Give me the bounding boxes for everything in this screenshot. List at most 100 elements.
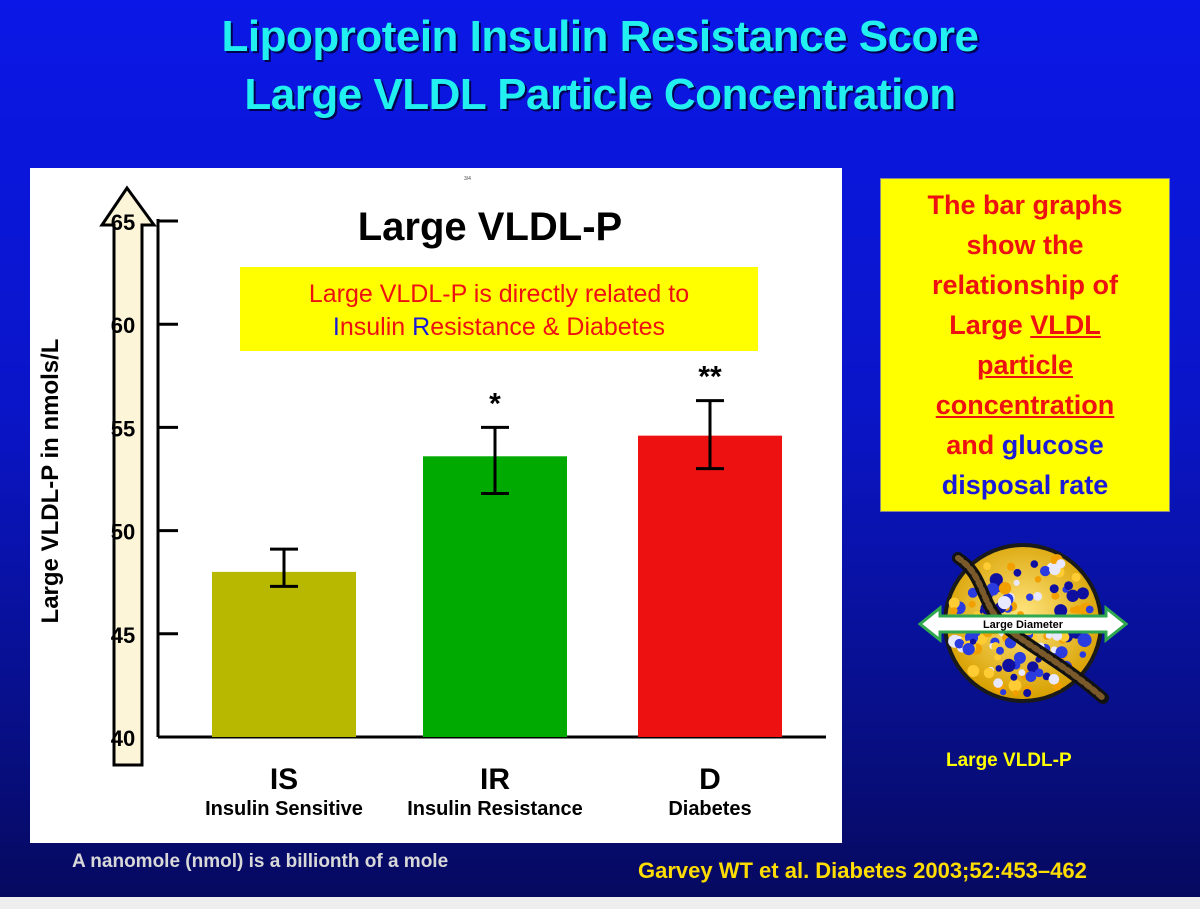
particle-dot xyxy=(1049,584,1059,594)
particle-dot xyxy=(1018,669,1026,676)
y-axis-arrow xyxy=(99,185,157,767)
particle-dot xyxy=(1008,679,1022,692)
info-line-2: show the xyxy=(966,230,1084,260)
particle-dot xyxy=(1051,591,1060,600)
info-line-4-underlined: VLDL xyxy=(1030,310,1101,340)
particle-dot xyxy=(1000,689,1007,696)
significance-marker: ** xyxy=(698,361,722,394)
particle-dot xyxy=(1085,605,1094,614)
annotation-line-1: Large VLDL-P is directly related to xyxy=(309,280,689,308)
particle-dot xyxy=(1064,581,1073,590)
category-label-D: D xyxy=(699,763,721,796)
footnote: A nanomole (nmol) is a billionth of a mo… xyxy=(72,851,449,872)
citation: Garvey WT et al. Diabetes 2003;52:453–46… xyxy=(638,858,1087,883)
bar-IR xyxy=(423,456,567,737)
particle-dot xyxy=(1025,671,1037,682)
particle-dot xyxy=(967,587,978,598)
title-line-2: Large VLDL Particle Concentration xyxy=(244,70,956,119)
particle-caption: Large VLDL-P xyxy=(946,750,1072,771)
y-tick-label: 45 xyxy=(111,623,135,648)
particle-dot xyxy=(1002,658,1016,672)
significance-marker: * xyxy=(489,387,501,420)
particle-dot xyxy=(950,607,958,615)
info-line-7: and glucose xyxy=(881,425,1169,465)
info-line-7-plain: and xyxy=(946,430,1002,460)
y-tick-label: 65 xyxy=(111,210,135,235)
particle-dot xyxy=(983,667,995,679)
y-tick-label: 60 xyxy=(111,313,135,338)
info-line-1: The bar graphs xyxy=(927,190,1123,220)
info-line-3: relationship of xyxy=(931,270,1118,300)
particle-dot xyxy=(962,643,975,656)
diameter-label: Large Diameter xyxy=(983,619,1064,631)
info-line-4: Large VLDL xyxy=(881,305,1169,345)
particle-dot xyxy=(1048,674,1060,685)
y-tick-label: 50 xyxy=(111,520,135,545)
diameter-arrow: Large Diameter xyxy=(918,604,1128,644)
info-line-8: disposal rate xyxy=(941,470,1109,500)
particle-dot xyxy=(1076,587,1089,600)
chart-panel: 40 45 50 55 60 65 Large VLDL-P in nmols/L Large… xyxy=(30,168,842,843)
particle-dot xyxy=(1013,651,1026,664)
particle-dot xyxy=(1055,646,1068,659)
particle-dot xyxy=(995,665,1003,672)
info-box: The bar graphs show the relationship of … xyxy=(880,178,1170,512)
particle-dot xyxy=(948,597,960,609)
particle-dot xyxy=(967,665,980,677)
bar-IS xyxy=(212,571,356,737)
particle-dot xyxy=(954,638,965,649)
particle-dot xyxy=(1012,690,1019,696)
annotation-box xyxy=(240,267,758,351)
particle-dot xyxy=(1027,661,1039,673)
info-line-7-blue: glucose xyxy=(1001,430,1104,460)
category-label-IR: IR xyxy=(480,763,510,796)
bottom-strip xyxy=(0,897,1200,909)
particle-dot xyxy=(1013,579,1020,586)
title-line-1: Lipoprotein Insulin Resistance Score xyxy=(221,12,979,61)
category-description: Diabetes xyxy=(668,798,751,820)
particle-dot xyxy=(1066,589,1079,602)
particle-dot xyxy=(1056,559,1066,569)
particle-dot xyxy=(1042,672,1051,681)
particle-dot xyxy=(1034,668,1044,678)
slide-title: Lipoprotein Insulin Resistance Score Lar… xyxy=(0,8,1200,124)
particle-dot xyxy=(997,596,1012,610)
bar-chart: 40 45 50 55 60 65 Large VLDL-P in nmols/L Large… xyxy=(37,185,826,820)
annotation-line-2-part: esistance & Diabetes xyxy=(430,313,665,341)
particle-dot xyxy=(968,600,976,608)
particle-dot xyxy=(1010,673,1018,681)
category-description: Insulin Resistance xyxy=(407,798,583,820)
bar-D xyxy=(638,435,782,737)
category-description: Insulin Sensitive xyxy=(205,798,363,820)
particle-dot xyxy=(1071,572,1081,582)
category-label-IS: IS xyxy=(270,763,298,796)
particle-dot xyxy=(993,678,1003,688)
particle-dot xyxy=(1026,593,1034,601)
particle-dot xyxy=(983,562,991,571)
info-line-6: concentration xyxy=(935,390,1115,420)
particle-dot xyxy=(998,582,1012,595)
particle-dot xyxy=(1045,632,1053,639)
particle-dot xyxy=(994,653,1001,661)
annotation-line-2-part: R xyxy=(412,313,430,341)
particle-dot xyxy=(1034,576,1042,583)
particle-dot xyxy=(1077,633,1092,648)
y-tick-label: 40 xyxy=(111,726,135,751)
info-line-4-plain: Large xyxy=(949,310,1031,340)
particle-dot xyxy=(1007,562,1016,571)
particle-dot xyxy=(996,646,1004,655)
annotation-line-2-part: nsulin xyxy=(340,313,412,341)
particle-dot xyxy=(1013,568,1022,577)
particle-dot xyxy=(969,638,977,645)
particle-dot xyxy=(1033,592,1043,601)
chart-title: Large VLDL-P xyxy=(358,205,622,249)
y-tick-label: 55 xyxy=(111,416,135,441)
info-line-5: particle xyxy=(976,350,1074,380)
particle-dot xyxy=(1054,604,1068,618)
particle-dot xyxy=(1030,560,1039,568)
particle-dot xyxy=(1079,651,1087,658)
vldl-particle-illustration: Large Diameter xyxy=(918,543,1128,704)
tiny-mark: 3/4 xyxy=(464,176,471,182)
annotation-line-2: Insulin Resistance & Diabetes xyxy=(333,313,665,341)
particle-dot xyxy=(1023,689,1032,697)
